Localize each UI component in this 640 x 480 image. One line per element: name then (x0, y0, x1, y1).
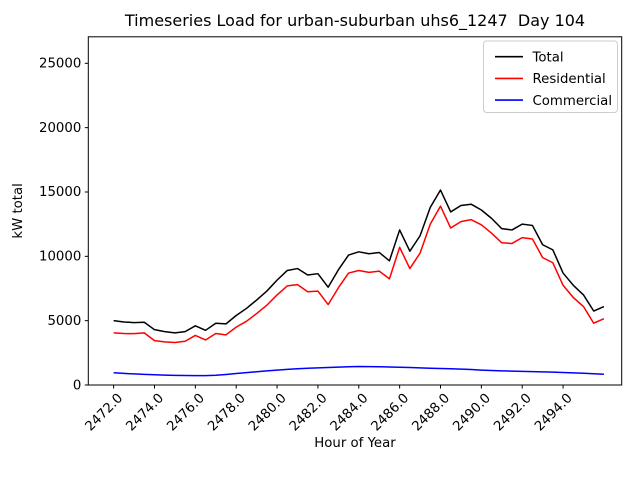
legend-label: Commercial (533, 94, 613, 109)
x-tick-label: 2494.0 (532, 391, 576, 435)
legend-label: Residential (533, 72, 606, 87)
x-tick-label: 2488.0 (410, 391, 454, 435)
x-tick-label: 2490.0 (450, 391, 494, 435)
y-tick-label: 10000 (39, 250, 81, 265)
plot-frame (87, 36, 623, 386)
x-tick-label: 2474.0 (124, 391, 168, 435)
legend-entry-residential: Residential (495, 72, 606, 87)
chart-title: Timeseries Load for urban-suburban uhs6_… (124, 11, 586, 30)
x-tick-label: 2476.0 (164, 391, 208, 435)
legend-entry-total: Total (495, 50, 564, 65)
series-line-total (113, 189, 605, 334)
x-tick-label: 2484.0 (328, 391, 372, 435)
series-line-commercial (113, 365, 604, 377)
x-tick-label: 2480.0 (246, 391, 290, 435)
y-tick-label: 0 (73, 378, 81, 393)
x-tick-label: 2486.0 (369, 391, 413, 435)
x-axis-label: Hour of Year (314, 436, 396, 451)
y-tick-label: 25000 (39, 57, 81, 72)
x-tick-label: 2478.0 (205, 391, 249, 435)
legend-entry-commercial: Commercial (495, 94, 612, 109)
y-tick-label: 5000 (47, 314, 81, 329)
legend: Total Residential Commercial (483, 40, 618, 113)
y-tick-label: 15000 (39, 185, 81, 200)
x-tick-label: 2492.0 (491, 391, 535, 435)
legend-label: Total (532, 50, 564, 65)
y-tick-label: 20000 (39, 121, 81, 136)
y-axis-label: kW total (11, 183, 26, 238)
legend-box (483, 40, 618, 113)
series-line-residential (113, 205, 605, 344)
x-tick-label: 2472.0 (83, 391, 127, 435)
x-tick-label: 2482.0 (287, 391, 331, 435)
